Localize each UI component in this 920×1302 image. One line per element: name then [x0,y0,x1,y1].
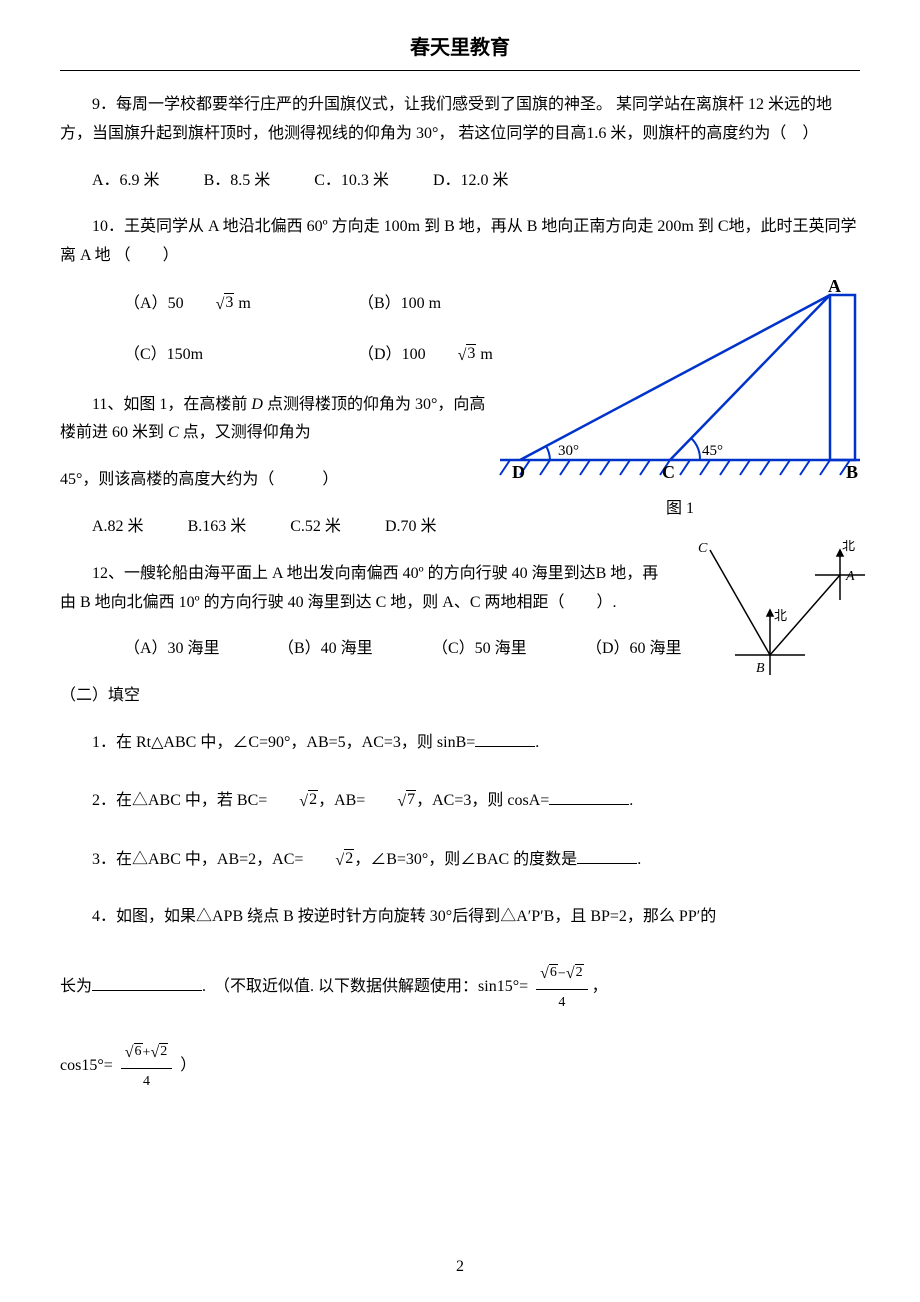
q10-opt-b: （B）100 m [326,290,476,319]
svg-text:C: C [698,541,708,556]
fill-2: 2．在△ABC 中，若 BC=√2，AB=√7，AC=3，则 cosA=. [60,786,860,817]
sin15-fraction: √6−√2 4 [536,960,587,1015]
q10-opt-a: （A）50√3 m [92,289,322,320]
figure-1: 30° 45° A D C B 图 1 [490,280,870,524]
fill-4-line3: cos15°= √6+√2 4 ） [60,1039,860,1094]
question-12: 12、一艘轮船由海平面上 A 地出发向南偏西 40º 的方向行驶 40 海里到达… [60,560,660,618]
q10-opt-d: （D）100√3 m [326,340,493,371]
fill-3: 3．在△ABC 中，AB=2，AC=√2，∠B=30°，则∠BAC 的度数是. [60,845,860,876]
svg-text:C: C [662,462,675,480]
svg-text:B: B [846,462,858,480]
figure-2: A B C 北 北 [670,540,870,701]
figure-1-svg: 30° 45° A D C B [490,280,870,480]
figure-1-caption: 图 1 [490,495,870,524]
question-11: 11、如图 1，在高楼前 D 点测得楼顶的仰角为 30°，向高楼前进 60 米到… [60,391,500,495]
q12-opt-b: （B）40 海里 [246,635,396,664]
q11-opt-c: C.52 米 [290,518,341,535]
q9-opt-b: B．8.5 米 [204,172,271,189]
question-10: 10．王英同学从 A 地沿北偏西 60º 方向走 100m 到 B 地，再从 B… [60,213,860,271]
page-header: 春天里教育 [60,30,860,66]
svg-text:北: 北 [774,608,787,623]
q12-opt-a: （A）30 海里 [92,635,242,664]
q9-options: A．6.9 米 B．8.5 米 C．10.3 米 D．12.0 米 [60,167,860,196]
svg-text:A: A [828,280,841,296]
svg-text:北: 北 [842,540,855,553]
fill-4-line2: 长为. （不取近似值. 以下数据供解题使用：sin15°= √6−√2 4 ， [60,960,860,1015]
q11-opt-d: D.70 米 [385,518,437,535]
svg-text:45°: 45° [702,443,723,459]
q10-opt-c: （C）150m [92,341,322,370]
question-9: 9．每周一学校都要举行庄严的升国旗仪式，让我们感受到了国旗的神圣。 某同学站在离… [60,91,860,149]
cos15-fraction: √6+√2 4 [121,1039,172,1094]
q9-opt-a: A．6.9 米 [92,172,160,189]
svg-text:30°: 30° [558,443,579,459]
fill-4-line1: 4．如图，如果△APB 绕点 B 按逆时针方向旋转 30°后得到△A′P′B，且… [60,903,860,932]
fill-1: 1．在 Rt△ABC 中，∠C=90°，AB=5，AC=3，则 sinB=. [60,729,860,758]
q11-opt-b: B.163 米 [188,518,247,535]
q12-opt-c: （C）50 海里 [400,635,550,664]
svg-text:B: B [756,661,765,676]
q11-opt-a: A.82 米 [92,518,144,535]
svg-text:A: A [845,569,855,584]
svg-text:D: D [512,462,525,480]
header-rule [60,70,860,71]
page-number: 2 [456,1253,464,1282]
figure-2-svg: A B C 北 北 [670,540,870,690]
q9-opt-c: C．10.3 米 [314,172,389,189]
q9-opt-d: D．12.0 米 [433,172,509,189]
